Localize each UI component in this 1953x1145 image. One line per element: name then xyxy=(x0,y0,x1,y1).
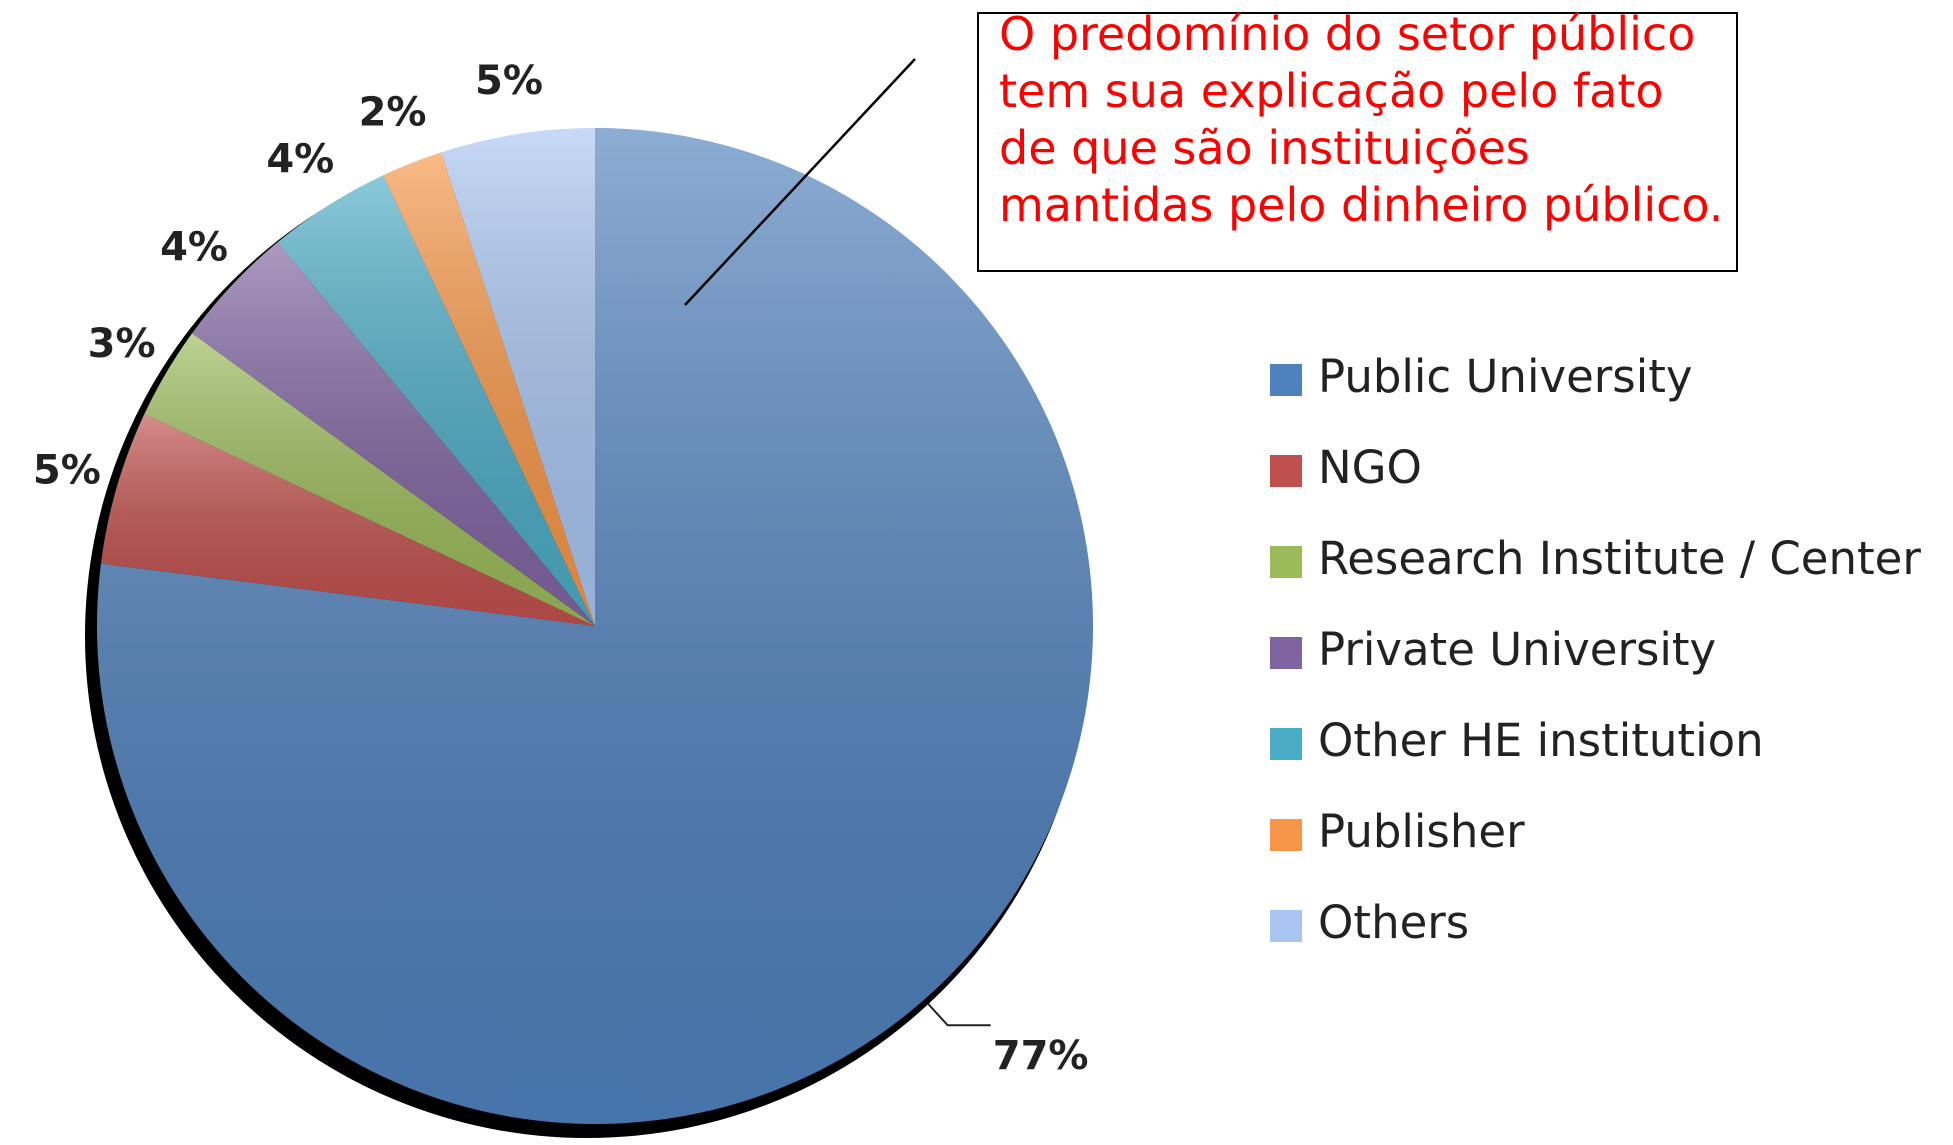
data-label: 2% xyxy=(359,90,427,136)
slice-shade xyxy=(96,128,1093,1124)
legend-label: Private University xyxy=(1318,623,1716,676)
slice-shade xyxy=(144,333,596,626)
data-label: 5% xyxy=(475,58,543,104)
legend-swatch xyxy=(1270,910,1302,942)
data-label: 4% xyxy=(266,137,334,183)
label-leader xyxy=(926,1002,991,1027)
legend-swatch xyxy=(1270,546,1302,578)
legend-label: Other HE institution xyxy=(1318,714,1764,767)
slice-shade xyxy=(277,175,595,627)
legend-label: Others xyxy=(1318,896,1469,949)
data-label: 77% xyxy=(993,1033,1089,1079)
annotation: O predomínio do setor público tem sua ex… xyxy=(999,7,1724,232)
slice-shade xyxy=(441,128,595,626)
data-label: 5% xyxy=(33,448,101,494)
legend-label: NGO xyxy=(1318,441,1422,494)
legend-label: Publisher xyxy=(1318,805,1525,858)
data-label: 3% xyxy=(88,321,156,367)
legend-label: Research Institute / Center xyxy=(1318,532,1921,585)
annotation-box: O predomínio do setor público tem sua ex… xyxy=(977,7,1738,272)
slice-shade xyxy=(100,413,595,626)
legend-swatch xyxy=(1270,819,1302,851)
legend-swatch xyxy=(1270,728,1302,760)
pie xyxy=(85,128,1093,1138)
annotation-leader xyxy=(684,58,916,306)
slice-shade xyxy=(382,152,595,627)
legend-label: Public University xyxy=(1318,350,1692,403)
legend-swatch xyxy=(1270,364,1302,396)
legend-swatch xyxy=(1270,455,1302,487)
data-label: 4% xyxy=(160,224,228,270)
legend-swatch xyxy=(1270,637,1302,669)
slice-shade xyxy=(192,242,595,626)
